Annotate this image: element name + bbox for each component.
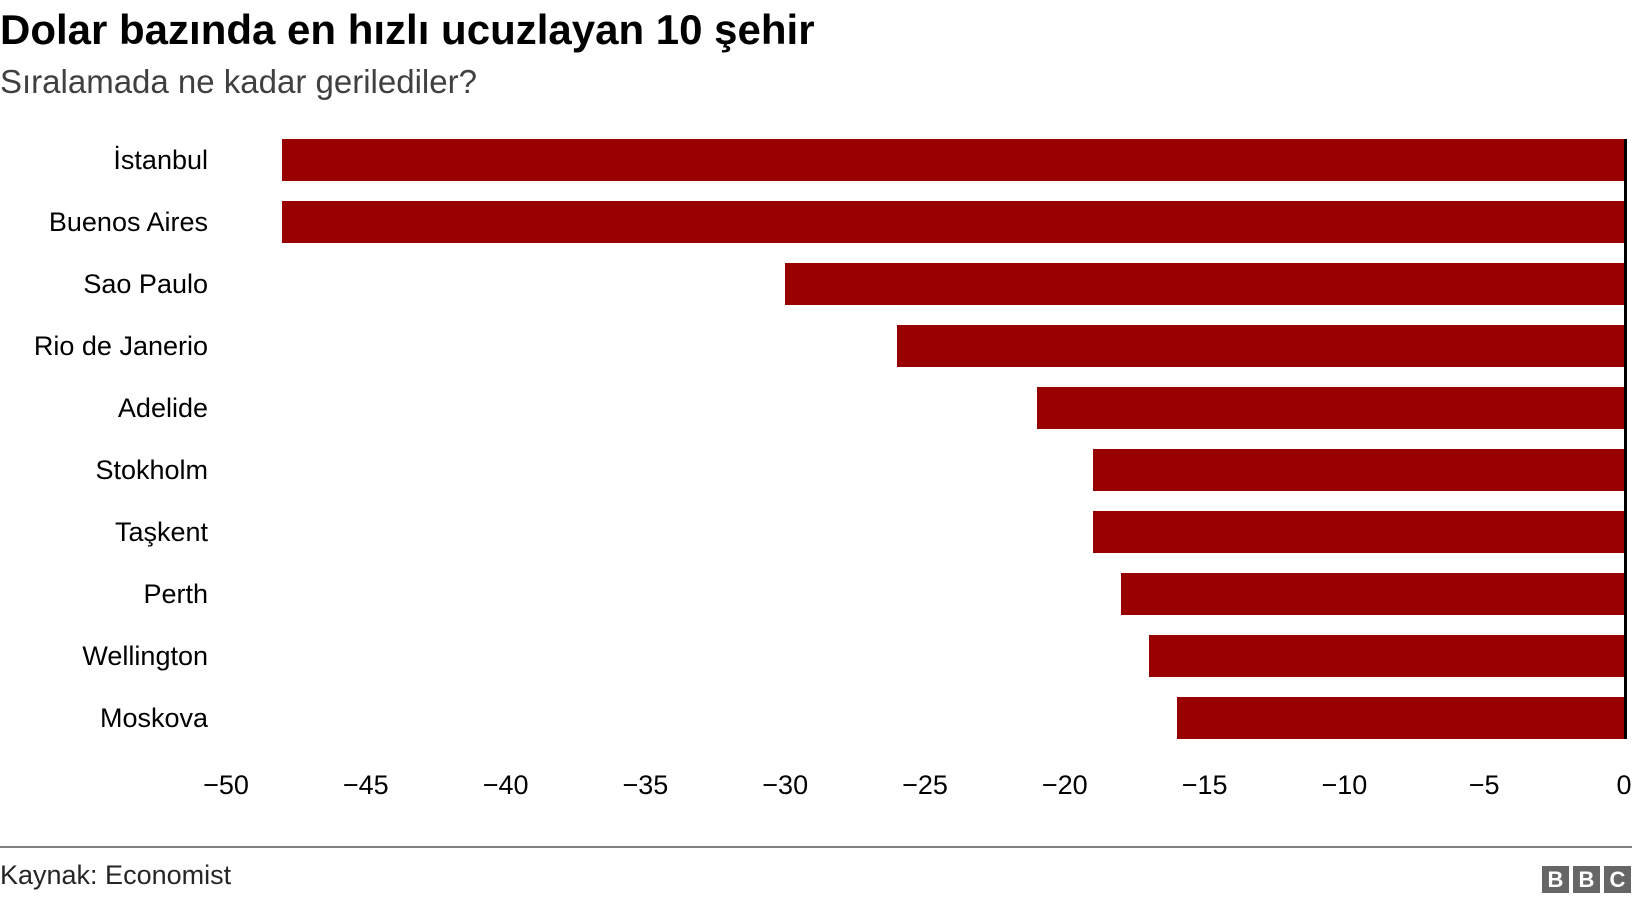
category-label: Wellington (82, 641, 208, 671)
x-tick-label: −15 (1181, 770, 1228, 800)
category-label: Sao Paulo (83, 269, 208, 299)
category-label: Taşkent (114, 517, 208, 547)
bar (1036, 387, 1624, 429)
category-label: Rio de Janerio (33, 331, 208, 361)
bbc-logo-letter: B (1573, 866, 1600, 893)
chart-title: Dolar bazında en hızlı ucuzlayan 10 şehi… (0, 6, 815, 53)
x-tick-label: −10 (1321, 770, 1368, 800)
bbc-logo-letter: B (1542, 866, 1569, 893)
x-tick-label: 0 (1616, 770, 1632, 800)
bar (281, 201, 1624, 243)
x-tick-label: −30 (762, 770, 809, 800)
bbc-logo: B B C (1542, 866, 1631, 893)
bar (897, 325, 1624, 367)
footer-divider (0, 846, 1632, 848)
bar (785, 263, 1624, 305)
chart-subtitle: Sıralamada ne kadar gerilediler? (0, 63, 477, 100)
x-tick-label: −25 (902, 770, 948, 800)
category-label: Moskova (99, 703, 208, 733)
source-note: Kaynak: Economist (0, 860, 232, 890)
category-label: Perth (143, 579, 208, 609)
category-label: İstanbul (113, 145, 208, 175)
x-tick-label: −50 (203, 770, 249, 800)
x-tick-label: −35 (622, 770, 669, 800)
bar (1120, 573, 1624, 615)
bar (1092, 449, 1624, 491)
x-tick-label: −45 (342, 770, 389, 800)
category-label: Buenos Aires (48, 207, 208, 237)
plot-area: İstanbul Buenos Aires Sao Paulo Rio de Jane… (33, 139, 1632, 800)
category-label: Stokholm (95, 455, 208, 485)
bar (1148, 635, 1624, 677)
bar (1092, 511, 1624, 553)
x-tick-label: −20 (1041, 770, 1088, 800)
bar (281, 139, 1624, 181)
bbc-logo-letter: C (1604, 866, 1631, 893)
x-tick-label: −40 (482, 770, 529, 800)
x-tick-label: −5 (1468, 770, 1500, 800)
zero-axis-line (1624, 139, 1627, 739)
category-label: Adelide (117, 393, 208, 423)
bar (1176, 697, 1624, 739)
